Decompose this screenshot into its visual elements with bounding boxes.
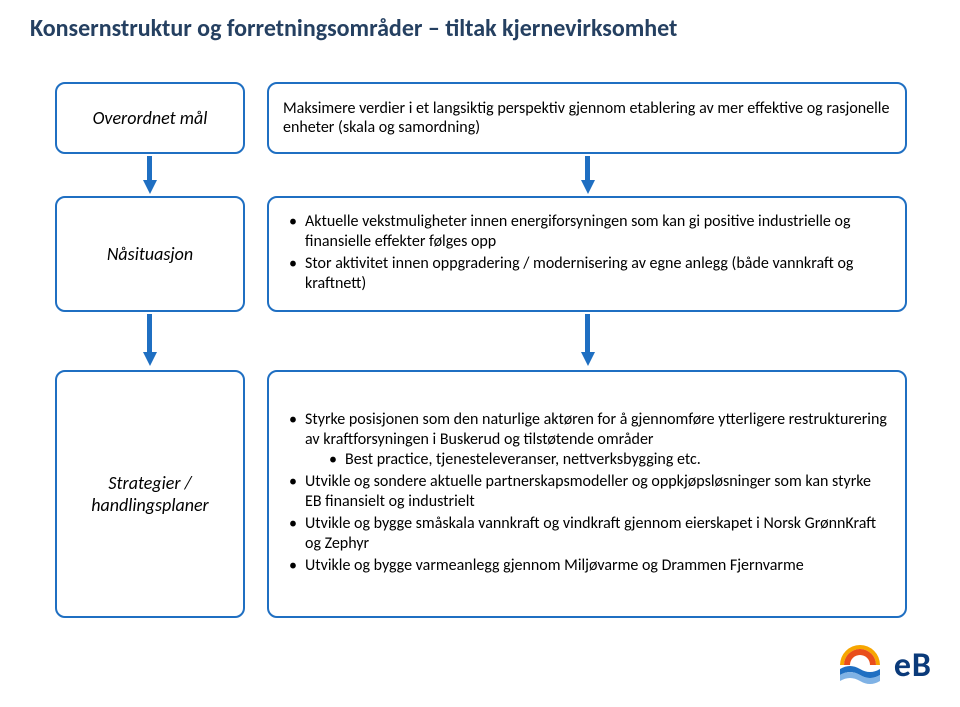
strategier-list: Styrke posisjonen som den naturlige aktø…	[283, 410, 891, 578]
list-item: Utvikle og bygge varmeanlegg gjennom Mil…	[283, 556, 891, 576]
list-item: Aktuelle vekstmuligheter innen energifor…	[283, 212, 891, 252]
content-overordnet: Maksimere verdier i et langsiktig perspe…	[267, 82, 907, 154]
row-strategier: Strategier / handlingsplaner Styrke posi…	[55, 370, 907, 618]
row-nasituasjon: Nåsituasjon Aktuelle vekstmuligheter inn…	[55, 196, 907, 312]
logo-icon	[836, 641, 884, 689]
logo: eB	[836, 641, 932, 689]
overordnet-text: Maksimere verdier i et langsiktig perspe…	[283, 99, 891, 137]
strategier-b1: Styrke posisjonen som den naturlige aktø…	[305, 410, 887, 449]
label-strategier: Strategier / handlingsplaner	[55, 370, 245, 618]
content-nasituasjon: Aktuelle vekstmuligheter innen energifor…	[267, 196, 907, 312]
arrow-right-1	[581, 180, 595, 194]
arrow-stem-right-1	[585, 156, 590, 182]
arrow-stem-right-2	[585, 314, 590, 354]
arrow-stem-left-2	[147, 314, 152, 354]
logo-text: eB	[894, 645, 932, 686]
list-item: Utvikle og sondere aktuelle partnerskaps…	[283, 472, 891, 512]
label-overordnet: Overordnet mål	[55, 82, 245, 154]
list-item: Styrke posisjonen som den naturlige aktø…	[283, 410, 891, 470]
nasituasjon-list: Aktuelle vekstmuligheter innen energifor…	[283, 212, 891, 296]
list-item: Stor aktivitet innen oppgradering / mode…	[283, 254, 891, 294]
arrow-left-1	[143, 180, 157, 194]
arrow-left-2	[143, 352, 157, 366]
content-strategier: Styrke posisjonen som den naturlige aktø…	[267, 370, 907, 618]
label-nasituasjon: Nåsituasjon	[55, 196, 245, 312]
list-item: Utvikle og bygge småskala vannkraft og v…	[283, 514, 891, 554]
arrow-right-2	[581, 352, 595, 366]
page-title: Konsernstruktur og forretningsområder – …	[30, 14, 677, 43]
list-item: Best practice, tjenesteleveranser, nettv…	[305, 450, 891, 470]
row-overordnet: Overordnet mål Maksimere verdier i et la…	[55, 82, 907, 154]
arrow-stem-left-1	[147, 156, 152, 182]
